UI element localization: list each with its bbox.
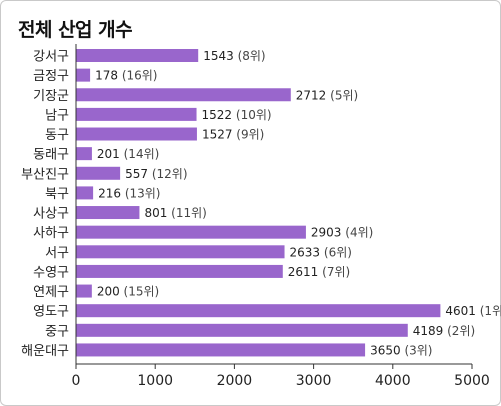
value-label: 216 (13위) — [98, 186, 160, 200]
value-number: 2712 — [296, 88, 330, 102]
x-tick-label: 4000 — [375, 373, 411, 389]
value-number: 557 — [125, 167, 152, 181]
rank-label: (3위) — [404, 343, 432, 357]
bar — [76, 186, 94, 200]
category-label: 사하구 — [33, 226, 69, 241]
value-number: 1522 — [202, 108, 236, 122]
category-label: 금정구 — [33, 69, 69, 84]
x-tick-label: 1000 — [137, 373, 173, 389]
category-label: 북구 — [45, 187, 69, 202]
value-number: 200 — [97, 285, 124, 299]
category-label: 부산진구 — [21, 167, 69, 182]
x-tick-label: 3000 — [296, 373, 332, 389]
value-number: 2611 — [288, 265, 322, 279]
x-tick-label: 0 — [72, 373, 81, 389]
bar — [76, 264, 283, 278]
value-number: 1527 — [202, 128, 236, 142]
bar — [76, 206, 140, 220]
value-number: 178 — [95, 69, 122, 83]
rank-label: (4위) — [345, 226, 373, 240]
value-number: 1543 — [203, 49, 237, 63]
value-label: 1543 (8위) — [203, 49, 265, 63]
value-label: 200 (15위) — [97, 285, 159, 299]
rank-label: (14위) — [124, 147, 160, 161]
rank-label: (10위) — [236, 108, 272, 122]
value-label: 1522 (10위) — [202, 108, 272, 122]
value-label: 1527 (9위) — [202, 128, 264, 142]
value-label: 3650 (3위) — [370, 343, 432, 357]
value-number: 4189 — [413, 324, 447, 338]
rank-label: (11위) — [171, 206, 207, 220]
value-label: 178 (16위) — [95, 69, 157, 83]
rank-label: (6위) — [324, 245, 352, 259]
bar — [76, 225, 306, 239]
value-label: 2611 (7위) — [288, 265, 350, 279]
rank-label: (16위) — [122, 69, 158, 83]
category-label: 영도구 — [33, 305, 69, 320]
bar — [76, 166, 121, 180]
category-label: 기장군 — [33, 89, 69, 104]
rank-label: (8위) — [238, 49, 266, 63]
x-tick-label: 5000 — [454, 373, 490, 389]
rank-label: (12위) — [152, 167, 188, 181]
category-label: 강서구 — [33, 50, 69, 65]
value-label: 4189 (2위) — [413, 324, 475, 338]
category-label: 수영구 — [33, 265, 69, 280]
x-tick-label: 2000 — [217, 373, 253, 389]
category-label: 서구 — [45, 246, 69, 261]
value-label: 2903 (4위) — [311, 226, 373, 240]
rank-label: (13위) — [125, 186, 161, 200]
value-label: 2712 (5위) — [296, 88, 358, 102]
rank-label: (5위) — [330, 88, 358, 102]
value-number: 3650 — [370, 343, 404, 357]
bar — [76, 68, 91, 82]
rank-label: (1위) — [480, 304, 501, 318]
bar — [76, 127, 197, 141]
value-number: 216 — [98, 186, 125, 200]
rank-label: (7위) — [322, 265, 350, 279]
value-number: 201 — [97, 147, 124, 161]
category-label: 남구 — [45, 108, 69, 123]
value-label: 201 (14위) — [97, 147, 159, 161]
value-number: 2633 — [290, 245, 324, 259]
bar — [76, 323, 408, 337]
value-label: 4601 (1위) — [445, 304, 501, 318]
bar — [76, 245, 285, 259]
bar — [76, 304, 441, 318]
rank-label: (9위) — [236, 128, 264, 142]
category-label: 해운대구 — [21, 344, 69, 359]
chart-title: 전체 산업 개수 — [18, 19, 133, 41]
bar — [76, 49, 199, 62]
category-label: 사상구 — [33, 207, 69, 222]
bar — [76, 88, 291, 102]
value-number: 2903 — [311, 226, 345, 240]
category-label: 동구 — [45, 128, 69, 143]
value-label: 557 (12위) — [125, 167, 187, 181]
category-label: 동래구 — [33, 148, 69, 163]
value-label: 2633 (6위) — [290, 245, 352, 259]
bar — [76, 147, 92, 161]
value-label: 801 (11위) — [144, 206, 206, 220]
bar — [76, 284, 92, 298]
bar — [76, 107, 197, 121]
bar — [76, 343, 366, 357]
value-number: 801 — [144, 206, 171, 220]
category-label: 연제구 — [33, 285, 69, 300]
category-label: 중구 — [45, 324, 69, 339]
rank-label: (2위) — [447, 324, 475, 338]
rank-label: (15위) — [124, 285, 160, 299]
value-number: 4601 — [445, 304, 479, 318]
